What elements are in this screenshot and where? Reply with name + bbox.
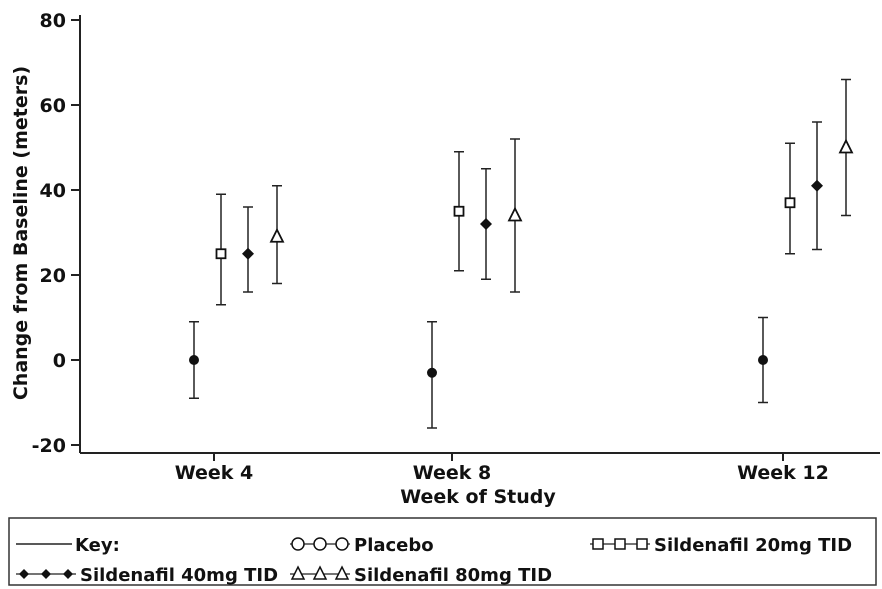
legend-box <box>8 517 877 586</box>
data-point <box>838 138 854 154</box>
data-point <box>427 367 437 378</box>
legend-label: Placebo <box>354 535 434 556</box>
data-point <box>784 197 796 209</box>
y-tick-label: 60 <box>40 95 66 117</box>
y-tick-label: 80 <box>40 10 66 32</box>
legend-marker <box>335 537 349 551</box>
y-axis: 80 60 40 20 0 -20 Change from Baseline (meter… <box>10 10 81 457</box>
x-tick-label: Week 8 <box>413 462 492 484</box>
plot-area <box>189 78 854 429</box>
legend-marker <box>636 538 648 550</box>
data-point <box>507 206 523 222</box>
data-point <box>269 227 285 243</box>
legend-label: Sildenafil 80mg TID <box>354 565 552 586</box>
y-tick-label: -20 <box>32 435 66 457</box>
y-axis-title: Change from Baseline (meters) <box>10 66 32 400</box>
series-0 <box>189 316 768 429</box>
legend-marker <box>313 537 327 551</box>
y-tick-label: 40 <box>40 180 66 202</box>
legend-label: Sildenafil 40mg TID <box>80 565 278 586</box>
legend-marker <box>334 565 350 580</box>
legend-items: Placebo Sildenafil 20mg TID Sildenafil 40m… <box>16 535 852 586</box>
x-ticks: Week 4 Week 8 Week 12 <box>175 453 829 484</box>
legend-marker <box>592 538 604 550</box>
legend-item: Sildenafil 20mg TID <box>590 535 852 556</box>
data-point <box>480 218 492 230</box>
x-axis-title: Week of Study <box>400 486 556 508</box>
legend-item: Placebo <box>290 535 434 556</box>
legend-item: Sildenafil 40mg TID <box>16 565 278 586</box>
legend-marker <box>63 569 73 579</box>
data-point <box>453 205 465 217</box>
data-point <box>758 355 768 365</box>
data-point <box>215 248 227 260</box>
x-tick-label: Week 12 <box>737 462 829 484</box>
legend-item: Sildenafil 80mg TID <box>290 565 552 586</box>
y-tick-label: 0 <box>53 350 66 372</box>
data-point <box>811 179 823 192</box>
legend-marker <box>19 569 29 579</box>
y-tick-label: 20 <box>40 265 66 287</box>
legend-marker <box>291 537 305 551</box>
legend: Key: Placebo Sildenafil 20mg TID Sildenafi… <box>8 517 877 586</box>
series-3 <box>269 78 854 293</box>
series-1 <box>215 142 796 306</box>
data-point <box>189 355 199 365</box>
legend-marker <box>290 565 306 580</box>
y-ticks: 80 60 40 20 0 -20 <box>32 10 80 457</box>
x-tick-label: Week 4 <box>175 462 254 484</box>
legend-marker <box>312 565 328 580</box>
legend-marker <box>614 538 626 550</box>
series-2 <box>242 121 823 293</box>
legend-label: Sildenafil 20mg TID <box>654 535 852 556</box>
data-point <box>242 247 254 260</box>
legend-marker <box>41 569 51 579</box>
x-axis: Week 4 Week 8 Week 12 Week of Study <box>80 452 880 508</box>
legend-key-label: Key: <box>75 535 120 556</box>
